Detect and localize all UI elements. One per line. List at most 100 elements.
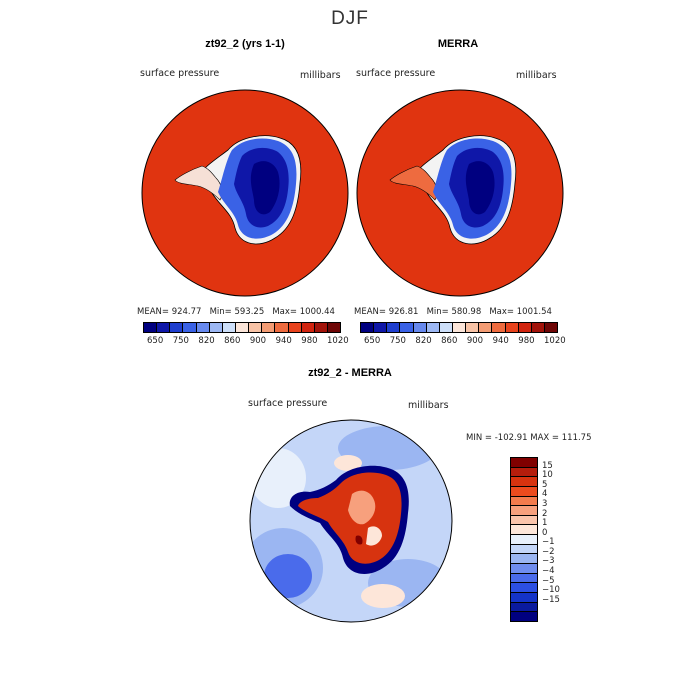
colorbar-swatch [511,602,537,613]
panel3-ice-anomaly-dark [355,535,363,545]
colorbar-swatch [275,323,289,332]
colorbar-tick-label: 750 [389,336,406,346]
colorbar-tick-label: 750 [172,336,189,346]
colorbar-swatch [511,477,537,487]
colorbar-swatch [374,323,388,332]
colorbar-swatch [426,323,440,332]
panel3-polar-map [249,419,453,623]
colorbar-swatch [466,323,480,332]
colorbar-tick-label: 900 [249,336,267,346]
colorbar-swatch [511,535,537,545]
panel3-ice-anomaly-pale [366,526,382,546]
colorbar-tick-label: 650 [147,336,164,346]
colorbar-tick-label: 10 [542,470,553,481]
colorbar-swatch [144,323,158,332]
colorbar-tick-label: 4 [542,489,548,500]
colorbar-swatch [413,323,427,332]
colorbar-tick-label: 900 [466,336,484,346]
colorbar-swatch [511,612,537,621]
panel2-variable-label: surface pressure [356,68,436,79]
colorbar-swatch [249,323,263,332]
colorbar-tick-label: 820 [415,336,432,346]
panel3-ice-anomaly-light [348,490,376,525]
colorbar-tick-label: 980 [301,336,318,346]
panel1-colorbar [143,322,341,333]
colorbar-tick-label: 2 [542,508,548,519]
colorbar-swatch [361,323,375,332]
colorbar-swatch [479,323,493,332]
colorbar-tick-label: −1 [542,537,555,548]
colorbar-tick-label: −2 [542,546,555,557]
panel2-map-boundary [356,89,564,297]
figure-title: DJF [331,8,369,29]
colorbar-swatch [492,323,506,332]
colorbar-swatch [511,467,537,478]
colorbar-swatch [400,323,414,332]
panel2-stats: MEAN= 926.81 Min= 580.98 Max= 1001.54 [354,307,552,317]
colorbar-swatch [511,458,537,468]
colorbar-swatch [262,323,276,332]
colorbar-swatch [511,573,537,584]
colorbar-swatch [511,506,537,516]
colorbar-tick-label: 980 [518,336,535,346]
colorbar-tick-label: −15 [542,594,560,605]
panel1-ice-core [250,161,280,215]
colorbar-tick-label: −4 [542,566,555,577]
colorbar-swatch [511,525,537,536]
colorbar-swatch [531,323,545,332]
panel1-title: zt92_2 (yrs 1-1) [205,38,285,50]
panel1-units-label: millibars [300,70,341,81]
colorbar-tick-label: 5 [542,479,548,490]
colorbar-tick-label: −5 [542,575,555,586]
panel1-polar-map [141,89,349,297]
colorbar-tick-label: 940 [275,336,292,346]
colorbar-tick-label: −3 [542,556,555,567]
colorbar-tick-label: 1020 [544,336,566,346]
colorbar-swatch [222,323,236,332]
colorbar-swatch [170,323,184,332]
colorbar-swatch [511,554,537,565]
panel3-units-label: millibars [408,400,449,411]
colorbar-tick-label: 15 [542,460,553,471]
colorbar-swatch [196,323,210,332]
panel2-peninsula [389,165,438,201]
panel1-stats: MEAN= 924.77 Min= 593.25 Max= 1000.44 [137,307,335,317]
panel1-peninsula [174,165,223,201]
colorbar-tick-label: 1020 [327,336,349,346]
panel3-variable-label: surface pressure [248,398,328,409]
panel2-units-label: millibars [516,70,557,81]
colorbar-swatch [209,323,223,332]
colorbar-swatch [314,323,328,332]
panel3-map-boundary [249,419,453,623]
colorbar-tick-label: 940 [492,336,509,346]
colorbar-swatch [511,486,537,497]
colorbar-swatch [235,323,250,332]
panel3-colorbar-ticks: 15 10 5 4 3 2 1 0 −1 −2 −3 −4 −5 −10 −15 [542,457,582,620]
colorbar-tick-label: −10 [542,585,560,596]
colorbar-swatch [157,323,171,332]
panel2-colorbar-ticks: 650 750 820 860 900 940 980 1020 [360,336,566,348]
colorbar-swatch [511,583,537,593]
panel3-low-anomaly-sw-core [264,554,312,598]
colorbar-swatch [511,564,537,574]
panel1-variable-label: surface pressure [140,68,220,79]
colorbar-swatch [511,544,537,555]
panel3-title: zt92_2 - MERRA [308,367,392,379]
panel3-colorbar [510,457,538,622]
colorbar-swatch [511,592,537,603]
panel2-ice-core [465,161,495,215]
panel1-map-boundary [141,89,349,297]
colorbar-swatch [288,323,302,332]
colorbar-swatch [518,323,532,332]
colorbar-tick-label: 650 [364,336,381,346]
colorbar-tick-label: 860 [441,336,458,346]
colorbar-tick-label: 820 [198,336,215,346]
colorbar-swatch [327,323,341,332]
colorbar-swatch [505,323,519,332]
colorbar-swatch [183,323,197,332]
colorbar-swatch [439,323,453,332]
colorbar-swatch [544,323,558,332]
panel3-high-anomaly-n [334,455,362,471]
colorbar-swatch [511,496,537,507]
panel3-stats: MIN = -102.91 MAX = 111.75 [466,433,592,443]
